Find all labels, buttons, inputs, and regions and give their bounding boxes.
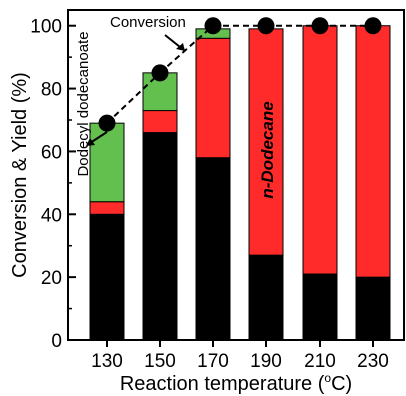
x-tick-label-230: 230 — [357, 351, 389, 372]
y-tick-label-20: 20 — [41, 268, 62, 289]
dodecanoate-arrow-head — [86, 138, 95, 146]
bar-150-series-0 — [142, 132, 178, 341]
conversion-line-segment — [159, 24, 214, 74]
series-label-n-dodecane: n-Dodecane — [258, 101, 277, 198]
bar-170-series-0 — [195, 157, 231, 341]
x-tick-label-150: 150 — [144, 351, 176, 372]
conversion-point-230 — [364, 17, 382, 35]
y-axis-label: Conversion & Yield (%) — [9, 72, 31, 278]
dodecanoate-arrow-shaft — [89, 131, 108, 144]
conversion-layer — [98, 17, 382, 132]
bar-130-series-1 — [89, 201, 125, 215]
bar-230-series-0 — [355, 276, 391, 341]
series-label-conversion: Conversion — [110, 14, 186, 31]
y-tick-label-60: 60 — [41, 142, 62, 163]
conversion-point-150 — [151, 64, 169, 82]
conversion-point-210 — [311, 17, 329, 35]
x-axis-label: Reaction temperature (oC) — [120, 371, 352, 395]
x-tick-label-210: 210 — [304, 351, 336, 372]
x-axis-label-end: C) — [331, 373, 352, 395]
axes-layer: 0 20 40 60 80 100 130 150 170 190 210 230 — [30, 9, 405, 372]
x-axis-label-sup: o — [324, 371, 331, 385]
bar-150-series-1 — [142, 110, 178, 134]
y-tick-label-0: 0 — [51, 331, 62, 352]
y-tick-label-100: 100 — [30, 17, 62, 38]
y-tick-label-80: 80 — [41, 80, 62, 101]
conversion-line-segment — [106, 72, 161, 124]
conversion-point-130 — [98, 114, 116, 132]
bar-210-series-1 — [302, 25, 338, 275]
y-tick-label-40: 40 — [41, 205, 62, 226]
conversion-arrow-head — [176, 43, 185, 51]
series-label-dodecane-1-ol: Dodecane-1-ol — [204, 196, 223, 313]
x-tick-label-190: 190 — [250, 351, 282, 372]
series-label-dodecyl-dodecanoate: Dodecyl dodecanoate — [75, 31, 92, 176]
x-axis-label-main: Reaction temperature ( — [120, 373, 325, 395]
conversion-point-170 — [204, 17, 222, 35]
x-tick-label-170: 170 — [197, 351, 229, 372]
conversion-arrow-shaft — [164, 34, 181, 48]
bar-190-series-0 — [248, 254, 284, 341]
labels-layer: Conversion & Yield (%) Reaction temperat… — [9, 14, 352, 395]
bar-230-series-1 — [355, 25, 391, 278]
x-tick-label-130: 130 — [91, 351, 123, 372]
bar-210-series-0 — [302, 273, 338, 341]
plot-frame — [67, 9, 405, 341]
conversion-point-190 — [257, 17, 275, 35]
bars-layer — [89, 25, 391, 341]
bar-130-series-2 — [89, 122, 125, 203]
bar-130-series-0 — [89, 213, 125, 341]
bar-170-series-1 — [195, 37, 231, 159]
bar-190-series-1 — [248, 28, 284, 256]
